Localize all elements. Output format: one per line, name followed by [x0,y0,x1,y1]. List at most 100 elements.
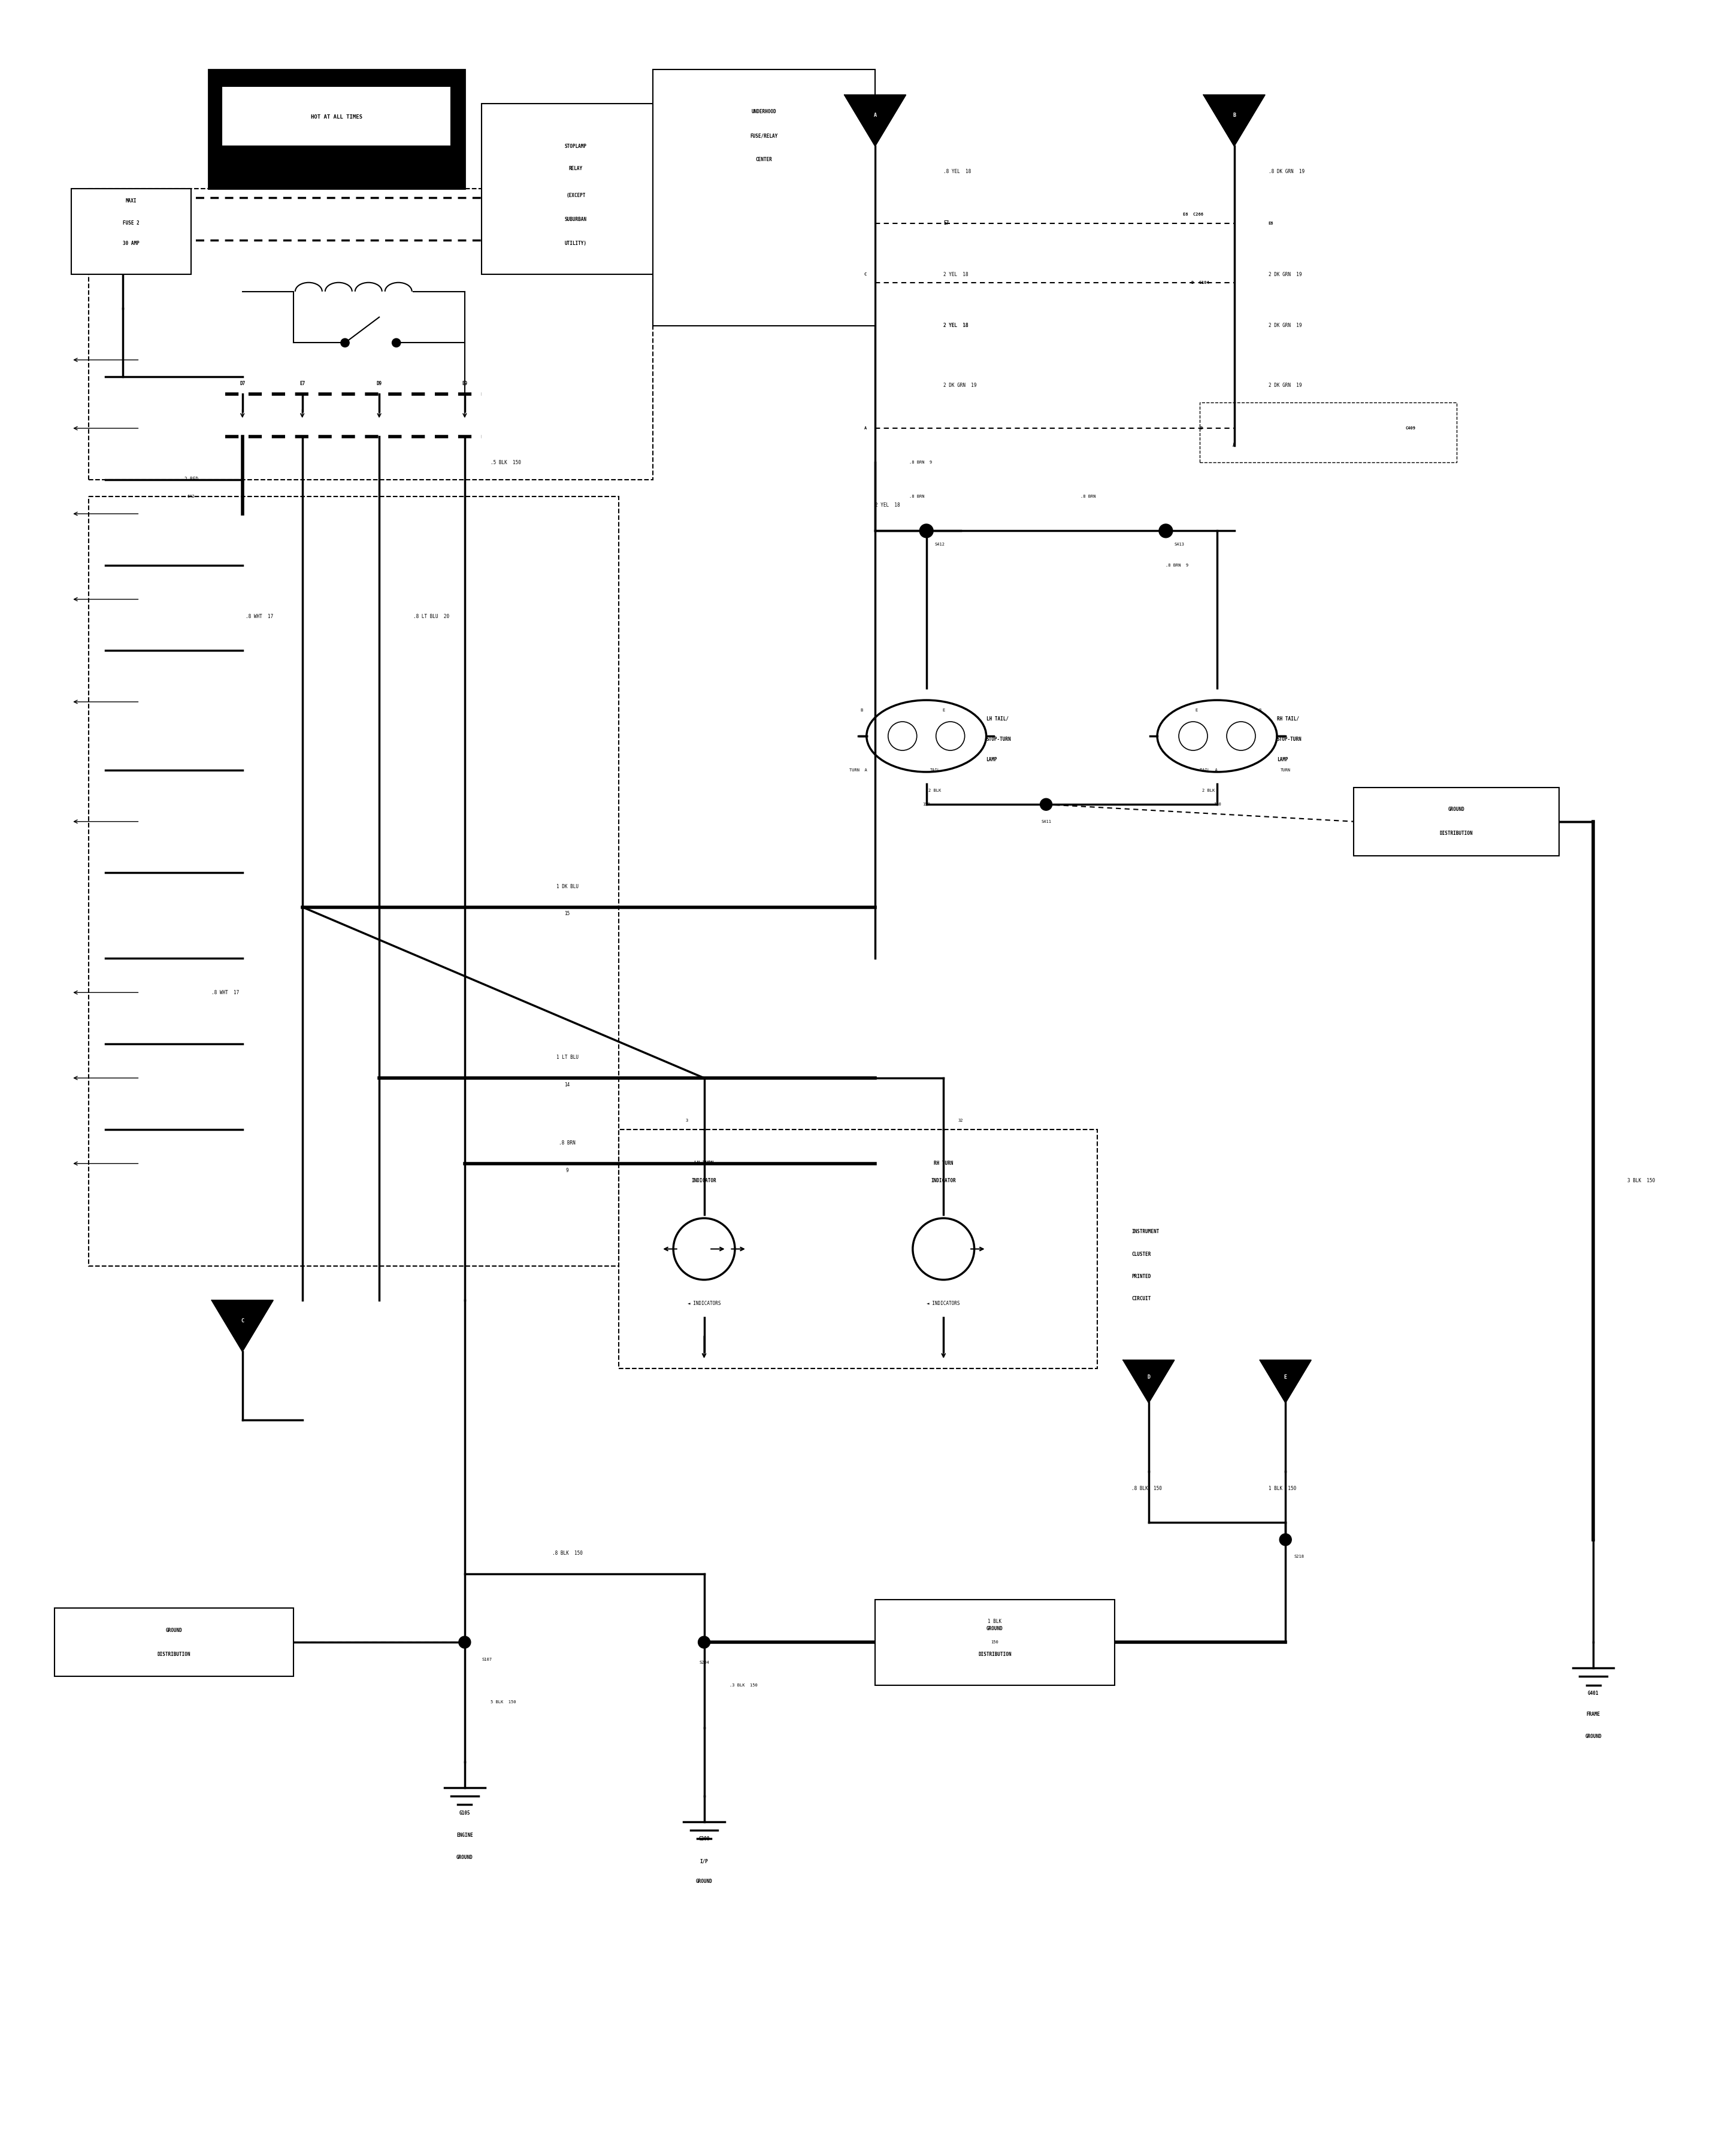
Text: 2 RED: 2 RED [184,476,197,483]
Text: GROUND: GROUND [695,1878,712,1884]
Text: I/P: I/P [700,1858,709,1863]
Text: 1 DK BLU: 1 DK BLU [556,884,578,888]
Text: UNDERHOOD: UNDERHOOD [752,110,776,114]
Text: G401: G401 [1587,1690,1599,1697]
Text: E6  C266: E6 C266 [1182,213,1203,216]
Text: 642: 642 [187,496,196,498]
Text: INSTRUMENT: INSTRUMENT [1131,1229,1160,1235]
Text: D9: D9 [376,382,383,386]
Text: STOPLAMP: STOPLAMP [565,144,587,149]
Text: 9: 9 [566,1169,568,1173]
Text: .8 WHT  17: .8 WHT 17 [245,614,273,619]
Bar [618,1130,1098,1369]
Text: .8 LT BLU  20: .8 LT BLU 20 [414,614,450,619]
Text: DISTRIBUTION: DISTRIBUTION [1440,830,1472,837]
Text: 15: 15 [565,912,570,916]
Bar [482,103,669,274]
Text: TAIL: TAIL [930,768,940,772]
Text: CLUSTER: CLUSTER [1131,1250,1151,1257]
Text: 150: 150 [990,1641,999,1645]
Text: 3: 3 [686,1119,688,1123]
Text: .8 BRN: .8 BRN [1081,496,1095,498]
Circle shape [1040,798,1052,811]
Text: .8 DK GRN  19: .8 DK GRN 19 [1268,168,1304,175]
Text: ENGINE: ENGINE [456,1833,474,1839]
Text: .5 BLK  150: .5 BLK 150 [491,459,522,466]
Text: S107: S107 [482,1658,492,1660]
Text: 2 YEL  18: 2 YEL 18 [944,323,968,328]
Polygon shape [1203,95,1265,147]
Text: ◄ INDICATORS: ◄ INDICATORS [927,1300,961,1307]
Text: (EXCEPT: (EXCEPT [566,194,585,198]
Polygon shape [211,1300,273,1352]
Text: INDICATOR: INDICATOR [692,1177,717,1184]
Text: FUSE/RELAY: FUSE/RELAY [750,134,777,138]
Text: 2 BLK: 2 BLK [1203,789,1215,793]
Bar [72,190,190,274]
Text: E7: E7 [944,220,949,226]
Text: .8 BLK  150: .8 BLK 150 [1131,1485,1162,1492]
Bar [875,1600,1114,1686]
Text: 5 BLK  150: 5 BLK 150 [491,1701,517,1703]
Text: S412: S412 [935,543,946,545]
Text: MAXI: MAXI [125,198,137,203]
Text: 2 DK GRN  19: 2 DK GRN 19 [1268,384,1302,388]
Text: .8 WHT  17: .8 WHT 17 [211,990,239,996]
Bar [55,1608,293,1677]
Text: 2 YEL  18: 2 YEL 18 [944,272,968,278]
Text: E7: E7 [300,382,305,386]
Text: S218: S218 [1294,1554,1304,1559]
Text: S413: S413 [1174,543,1184,545]
Text: 1 BLK  150: 1 BLK 150 [1268,1485,1296,1492]
Text: B: B [860,709,863,711]
Text: 2 DK GRN  19: 2 DK GRN 19 [1268,323,1302,328]
Text: TURN: TURN [1280,768,1290,772]
Text: LH TAIL/: LH TAIL/ [987,716,1009,722]
Text: G200: G200 [698,1837,710,1841]
Polygon shape [1260,1360,1311,1404]
Text: 2 DK GRN  19: 2 DK GRN 19 [944,384,976,388]
Text: A: A [863,427,867,429]
Text: A: A [873,112,877,119]
Text: CIRCUIT: CIRCUIT [1131,1296,1151,1302]
Text: E: E [942,709,946,711]
Text: PRINTED: PRINTED [1131,1274,1151,1279]
Text: 32: 32 [958,1119,963,1123]
Text: .8 BRN  9: .8 BRN 9 [1165,563,1189,567]
Polygon shape [1122,1360,1174,1404]
Text: INDICATOR: INDICATOR [932,1177,956,1184]
Text: S411: S411 [1042,819,1052,824]
Text: S204: S204 [698,1660,709,1664]
Text: .8 BRN: .8 BRN [559,1141,575,1145]
Text: 14: 14 [565,1082,570,1087]
Text: RH TURN: RH TURN [934,1160,952,1166]
Text: 2 YEL  18: 2 YEL 18 [875,502,899,509]
Polygon shape [844,95,906,147]
Text: TURN  A: TURN A [849,768,867,772]
Text: E6: E6 [1268,222,1273,224]
Text: .8 YEL  18: .8 YEL 18 [944,168,971,175]
Circle shape [458,1636,470,1647]
Text: SUBURBAN: SUBURBAN [565,218,587,222]
Text: 2 DK GRN  19: 2 DK GRN 19 [1268,272,1302,278]
Text: .8 BRN: .8 BRN [909,496,925,498]
Text: B: B [1232,112,1236,119]
Text: CENTER: CENTER [755,157,772,162]
Circle shape [391,338,400,347]
Text: GROUND: GROUND [456,1854,474,1861]
Text: A: A [1232,442,1236,448]
Circle shape [920,524,934,537]
Text: LAMP: LAMP [1277,757,1289,763]
Text: HOT AT ALL TIMES: HOT AT ALL TIMES [311,114,362,121]
Text: ◄ INDICATORS: ◄ INDICATORS [688,1300,721,1307]
Circle shape [698,1636,710,1647]
Text: LH TURN: LH TURN [695,1160,714,1166]
Bar [1354,787,1560,856]
Text: E: E [1284,1376,1287,1380]
Text: GROUND: GROUND [1448,806,1465,813]
Text: E9: E9 [462,382,467,386]
Circle shape [341,338,350,347]
Text: 1 BLK: 1 BLK [988,1619,1002,1623]
Circle shape [1280,1533,1292,1546]
Text: 150: 150 [1213,802,1220,806]
